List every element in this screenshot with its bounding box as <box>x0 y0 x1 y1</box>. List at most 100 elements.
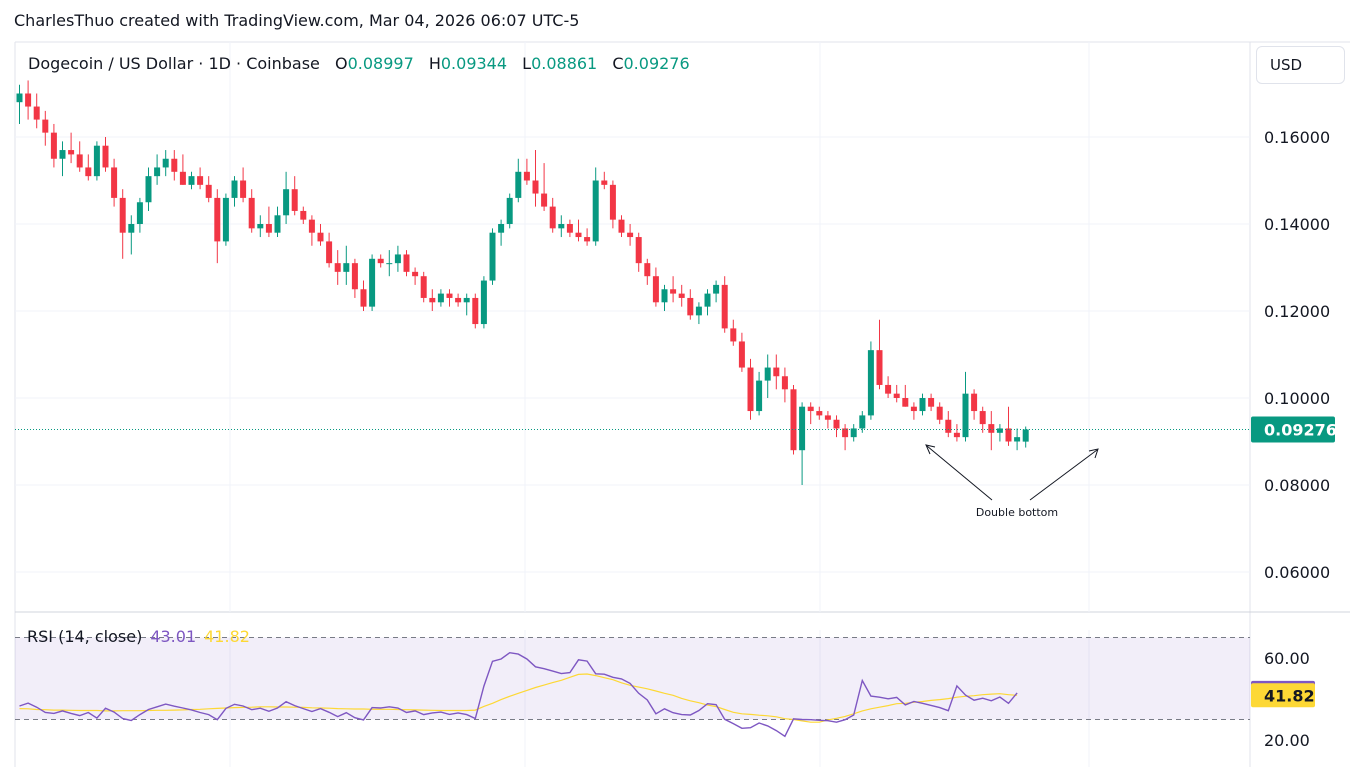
candle-body <box>979 411 986 425</box>
candle-body <box>996 428 1003 433</box>
candle-body <box>549 206 556 229</box>
annotation-arrow-right <box>1029 449 1098 501</box>
candle-body <box>867 350 874 416</box>
candle-body <box>566 224 573 233</box>
candle-body <box>179 171 186 185</box>
candle-body <box>50 132 57 159</box>
candle-body <box>953 432 960 438</box>
candle-body <box>360 289 367 307</box>
candle-body <box>283 189 290 216</box>
candle-body <box>781 376 788 390</box>
candle-body <box>644 263 651 277</box>
candle-body <box>145 176 152 203</box>
candle-body <box>162 158 169 168</box>
price-tick-label: 0.06000 <box>1264 563 1330 582</box>
candle-body <box>317 232 324 242</box>
candle-body <box>523 171 530 181</box>
rsi-legend: RSI (14, close) 43.01 41.82 <box>27 627 250 646</box>
rsi-tick-label: 20.00 <box>1264 731 1310 750</box>
candle-body <box>704 293 711 307</box>
candle-body <box>661 289 668 303</box>
candle-body <box>876 350 883 385</box>
candle-body <box>300 210 307 220</box>
candle-body <box>842 428 849 438</box>
candle-body <box>910 406 917 412</box>
candle-body <box>343 263 350 272</box>
candle-body <box>1022 429 1029 442</box>
candle-body <box>721 284 728 329</box>
candle-body <box>945 419 952 433</box>
candle-body <box>308 219 315 233</box>
candlestick-series <box>16 80 1029 485</box>
candle-body <box>412 271 419 277</box>
rsi-ma-value: 41.82 <box>204 627 250 646</box>
double-bottom-label: Double bottom <box>976 506 1058 519</box>
candle-body <box>386 263 393 265</box>
candle-body <box>575 232 582 238</box>
candle-body <box>687 297 694 316</box>
candle-body <box>171 158 178 172</box>
candle-body <box>472 297 479 325</box>
candle-body <box>463 297 470 303</box>
candle-body <box>695 306 702 316</box>
rsi-value: 43.01 <box>150 627 197 646</box>
rsi-title: RSI (14, close) <box>27 627 143 646</box>
candle-body <box>713 284 720 294</box>
price-tick-label: 0.14000 <box>1264 215 1330 234</box>
annotation-arrowhead-right <box>1088 448 1099 459</box>
candle-body <box>988 424 995 433</box>
candle-body <box>618 219 625 233</box>
candle-body <box>962 393 969 438</box>
candle-body <box>16 93 23 103</box>
candle-body <box>59 150 66 159</box>
candle-body <box>807 406 814 412</box>
candle-body <box>369 258 376 307</box>
last-price-badge <box>1251 416 1335 443</box>
candle-body <box>558 224 565 229</box>
candle-body <box>111 167 118 198</box>
candle-body <box>334 263 341 272</box>
candle-body <box>197 176 204 185</box>
high-label: H <box>428 54 441 73</box>
candle-body <box>42 119 49 133</box>
candle-body <box>85 167 92 177</box>
rsi-band-fill <box>15 637 1250 720</box>
candle-body <box>730 328 737 342</box>
candle-body <box>541 193 548 207</box>
candle-body <box>1005 428 1012 442</box>
candle-body <box>455 297 462 303</box>
close-value: 0.09276 <box>623 54 690 73</box>
currency-button[interactable]: USD <box>1256 46 1345 84</box>
candle-body <box>652 276 659 303</box>
low-label: L <box>522 54 532 73</box>
candle-body <box>257 224 264 229</box>
high-value: 0.09344 <box>440 54 508 73</box>
close-label: C <box>612 54 624 73</box>
candle-body <box>265 224 272 233</box>
candle-body <box>928 398 935 407</box>
candle-body <box>489 232 496 281</box>
candle-body <box>420 276 427 298</box>
symbol-legend: Dogecoin / US Dollar · 1D · Coinbase O0.… <box>28 54 690 73</box>
rsi-ma-badge <box>1251 683 1315 708</box>
candle-body <box>93 145 100 177</box>
symbol-title: Dogecoin / US Dollar · 1D · Coinbase <box>28 54 320 73</box>
rsi-ma-line <box>19 673 1018 723</box>
candle-body <box>377 258 384 264</box>
price-tick-label: 0.10000 <box>1264 389 1330 408</box>
candle-body <box>102 145 109 168</box>
candle-body <box>850 428 857 438</box>
candle-body <box>885 384 892 394</box>
candle-body <box>403 254 410 272</box>
candle-body <box>1014 437 1021 442</box>
candle-body <box>76 154 83 168</box>
candle-body <box>816 411 823 416</box>
open-value: 0.08997 <box>347 54 414 73</box>
double-bottom-annotation: Double bottom <box>925 444 1099 519</box>
candle-body <box>601 180 608 185</box>
candle-body <box>429 297 436 303</box>
low-value: 0.08861 <box>531 54 598 73</box>
candle-body <box>747 367 754 412</box>
